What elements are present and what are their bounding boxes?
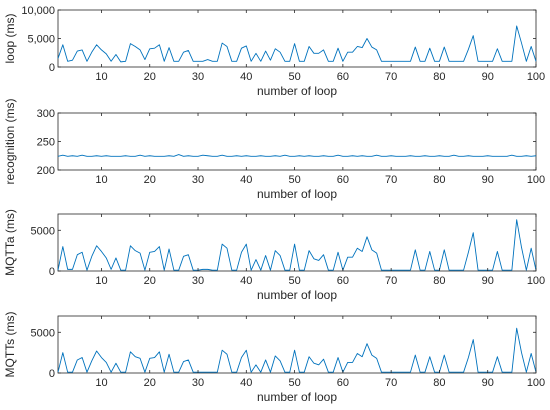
x-tick-label: 50 xyxy=(288,377,300,389)
x-tick-label: 30 xyxy=(192,377,204,389)
y-tick-label: 300 xyxy=(37,108,55,120)
x-tick-label: 20 xyxy=(144,174,156,186)
subplot-1: 10 20 30 40 50 60 70 80 90 100 0 5,000 10,000 number … xyxy=(3,5,545,98)
x-axis-label: number of loop xyxy=(257,187,337,201)
plot-frame xyxy=(57,112,537,171)
x-tick-label: 90 xyxy=(482,174,494,186)
x-tick-label: 20 xyxy=(144,377,156,389)
x-tick-label: 90 xyxy=(482,377,494,389)
x-tick-label: 50 xyxy=(288,174,300,186)
x-tick-label: 20 xyxy=(144,71,156,83)
x-axis-label: number of loop xyxy=(257,84,337,98)
x-tick-label: 80 xyxy=(433,71,445,83)
x-tick-label: 100 xyxy=(527,71,545,83)
x-tick-label: 80 xyxy=(433,174,445,186)
x-tick-label: 70 xyxy=(385,71,397,83)
x-axis-label: number of loop xyxy=(257,288,337,302)
y-tick-label: 5000 xyxy=(31,225,55,237)
subplot-4: 10 20 30 40 50 60 70 80 90 100 0 5000 number of loop… xyxy=(3,312,545,404)
x-tick-label: 60 xyxy=(337,377,349,389)
y-tick-label: 0 xyxy=(49,368,55,380)
plot-frame xyxy=(57,213,537,272)
x-tick-label: 100 xyxy=(527,275,545,287)
y-axis-label: loop (ms) xyxy=(3,13,17,63)
x-tick-label: 70 xyxy=(385,377,397,389)
x-tick-label: 40 xyxy=(240,275,252,287)
x-tick-label: 100 xyxy=(527,377,545,389)
x-tick-label: 30 xyxy=(192,174,204,186)
y-axis-label: recognition (ms) xyxy=(3,98,17,184)
x-tick-label: 70 xyxy=(385,275,397,287)
x-tick-label: 20 xyxy=(144,275,156,287)
x-tick-label: 40 xyxy=(240,71,252,83)
y-tick-label: 0 xyxy=(49,266,55,278)
x-tick-label: 80 xyxy=(433,275,445,287)
y-tick-label: 5000 xyxy=(31,327,55,339)
x-tick-label: 50 xyxy=(288,275,300,287)
y-tick-label: 250 xyxy=(37,137,55,149)
x-tick-label: 90 xyxy=(482,275,494,287)
x-tick-label: 10 xyxy=(95,71,107,83)
plot-frame xyxy=(57,315,537,374)
series-line xyxy=(57,327,537,373)
y-tick-label: 5,000 xyxy=(27,34,55,46)
x-tick-label: 100 xyxy=(527,174,545,186)
subplot-3: 10 20 30 40 50 60 70 80 90 100 0 5000 number of loop… xyxy=(3,209,545,302)
subplot-2: 10 20 30 40 50 60 70 80 90 100 200 250 300 number of … xyxy=(3,98,545,201)
y-axis-label: MQTTs (ms) xyxy=(3,312,17,378)
x-tick-label: 30 xyxy=(192,71,204,83)
x-tick-label: 10 xyxy=(95,174,107,186)
x-tick-label: 30 xyxy=(192,275,204,287)
series-line xyxy=(57,219,537,271)
x-tick-label: 40 xyxy=(240,377,252,389)
x-tick-label: 40 xyxy=(240,174,252,186)
x-axis-label: number of loop xyxy=(257,390,337,404)
x-tick-label: 80 xyxy=(433,377,445,389)
series-line xyxy=(57,154,537,157)
x-tick-label: 90 xyxy=(482,71,494,83)
x-tick-label: 60 xyxy=(337,71,349,83)
x-tick-label: 10 xyxy=(95,377,107,389)
x-tick-label: 70 xyxy=(385,174,397,186)
x-tick-label: 50 xyxy=(288,71,300,83)
x-tick-label: 60 xyxy=(337,275,349,287)
x-tick-label: 10 xyxy=(95,275,107,287)
y-tick-label: 0 xyxy=(49,62,55,74)
y-axis-label: MQTTa (ms) xyxy=(3,209,17,276)
y-tick-label: 10,000 xyxy=(21,5,55,17)
y-tick-label: 200 xyxy=(37,165,55,177)
x-tick-label: 60 xyxy=(337,174,349,186)
series-line xyxy=(57,25,537,63)
